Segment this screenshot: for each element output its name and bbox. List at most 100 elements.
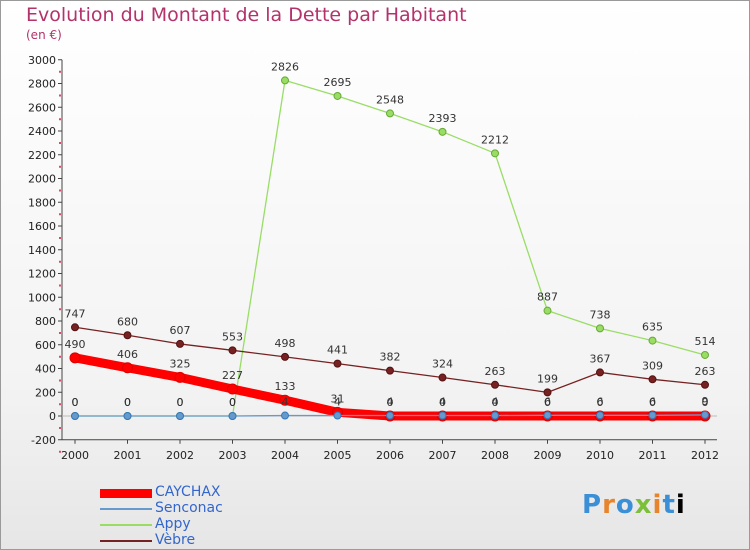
data-point: [122, 362, 133, 374]
data-label: 553: [222, 330, 243, 343]
logo-letter: i: [675, 490, 686, 520]
data-label: 0: [72, 396, 79, 409]
data-label: 227: [222, 369, 243, 382]
y-minor-tick: [59, 260, 61, 263]
data-label: 2826: [271, 60, 299, 73]
chart-title: Evolution du Montant de la Dette par Hab…: [26, 4, 467, 26]
data-point: [281, 411, 289, 420]
data-point: [176, 412, 184, 420]
data-label: 635: [642, 321, 663, 334]
data-label: 199: [537, 372, 558, 385]
data-label: 382: [380, 351, 401, 364]
data-label: 607: [170, 324, 191, 337]
y-tick-label: 2400: [28, 125, 56, 138]
y-minor-tick: [59, 165, 61, 168]
data-point: [491, 149, 499, 158]
data-point: [543, 388, 552, 397]
y-minor-tick: [59, 94, 61, 97]
x-tick-label: 2004: [271, 449, 299, 462]
data-point: [596, 324, 604, 333]
data-label: 0: [702, 396, 709, 409]
axes: -200020040060080010001200140016001800200…: [28, 54, 719, 462]
y-tick-label: 0: [49, 410, 56, 423]
data-point: [438, 373, 447, 382]
data-point: [333, 91, 342, 100]
data-point: [281, 352, 289, 361]
data-point: [648, 336, 657, 345]
x-tick-label: 2011: [639, 449, 667, 462]
y-minor-tick: [59, 284, 61, 287]
y-minor-tick: [59, 355, 61, 358]
data-label: 6: [597, 395, 604, 408]
data-point: [174, 371, 186, 383]
y-minor-tick: [59, 70, 61, 73]
data-label: 0: [597, 396, 604, 409]
data-label: 747: [65, 307, 86, 320]
y-minor-tick: [59, 213, 61, 216]
legend-label-senconac: Senconac: [155, 500, 223, 516]
data-label: 0: [124, 396, 131, 409]
data-point: [701, 350, 709, 359]
data-label: 0: [492, 396, 499, 409]
data-point: [123, 331, 132, 340]
data-point: [543, 411, 552, 420]
x-tick-label: 2001: [114, 449, 142, 462]
data-label: 0: [177, 396, 184, 409]
legend-label-caychax: CAYCHAX: [155, 484, 221, 500]
data-label: 0: [439, 396, 446, 409]
y-tick-label: 1000: [28, 291, 56, 304]
legend-label-appy: Appy: [155, 516, 191, 532]
data-label: 2695: [324, 76, 352, 89]
data-point: [701, 380, 709, 389]
data-label: 263: [695, 365, 716, 378]
data-point: [279, 394, 291, 406]
data-label: 2212: [481, 133, 509, 146]
y-minor-tick: [59, 332, 61, 334]
y-tick-label: -200: [31, 434, 56, 447]
data-point: [491, 380, 499, 389]
data-point: [333, 411, 342, 420]
legend-label-vebre: Vèbre: [155, 532, 196, 548]
data-label: 0: [177, 396, 184, 409]
data-label: 0: [229, 396, 236, 409]
y-minor-tick: [59, 237, 61, 239]
data-point: [176, 339, 184, 348]
x-tick-label: 2003: [219, 449, 247, 462]
x-tick-label: 2006: [376, 449, 404, 462]
y-tick-label: 1600: [28, 220, 56, 233]
data-label: 31: [331, 392, 345, 405]
y-tick-label: 2600: [28, 101, 56, 114]
x-tick-label: 2010: [586, 449, 614, 462]
data-point: [438, 127, 447, 136]
data-label: 0: [649, 396, 656, 409]
data-label: 0: [72, 396, 79, 409]
data-label: 490: [65, 338, 86, 351]
x-tick-label: 2012: [691, 449, 719, 462]
data-point: [386, 109, 394, 118]
data-point: [491, 411, 499, 420]
data-label: 2393: [429, 112, 457, 125]
data-label: 514: [695, 335, 716, 348]
data-point: [69, 352, 81, 364]
data-label: 6: [544, 395, 551, 408]
y-tick-label: 2800: [28, 78, 56, 91]
data-label: 4: [439, 396, 446, 409]
y-minor-tick: [59, 403, 61, 406]
data-point: [596, 368, 604, 377]
y-minor-tick: [59, 142, 61, 144]
logo-letter: i: [652, 490, 663, 520]
y-tick-label: 400: [35, 363, 56, 376]
data-label: 325: [170, 357, 191, 370]
data-label: 680: [117, 315, 138, 328]
data-point: [227, 383, 238, 395]
logo-letter: P: [582, 490, 603, 520]
y-tick-label: 1400: [28, 244, 56, 257]
data-point: [228, 412, 237, 420]
data-point: [281, 76, 289, 85]
data-point: [648, 411, 657, 420]
x-tick-label: 2009: [534, 449, 562, 462]
data-label: 6: [649, 395, 656, 408]
legend-swatch-senconac: [100, 508, 152, 510]
y-minor-tick: [59, 379, 61, 382]
